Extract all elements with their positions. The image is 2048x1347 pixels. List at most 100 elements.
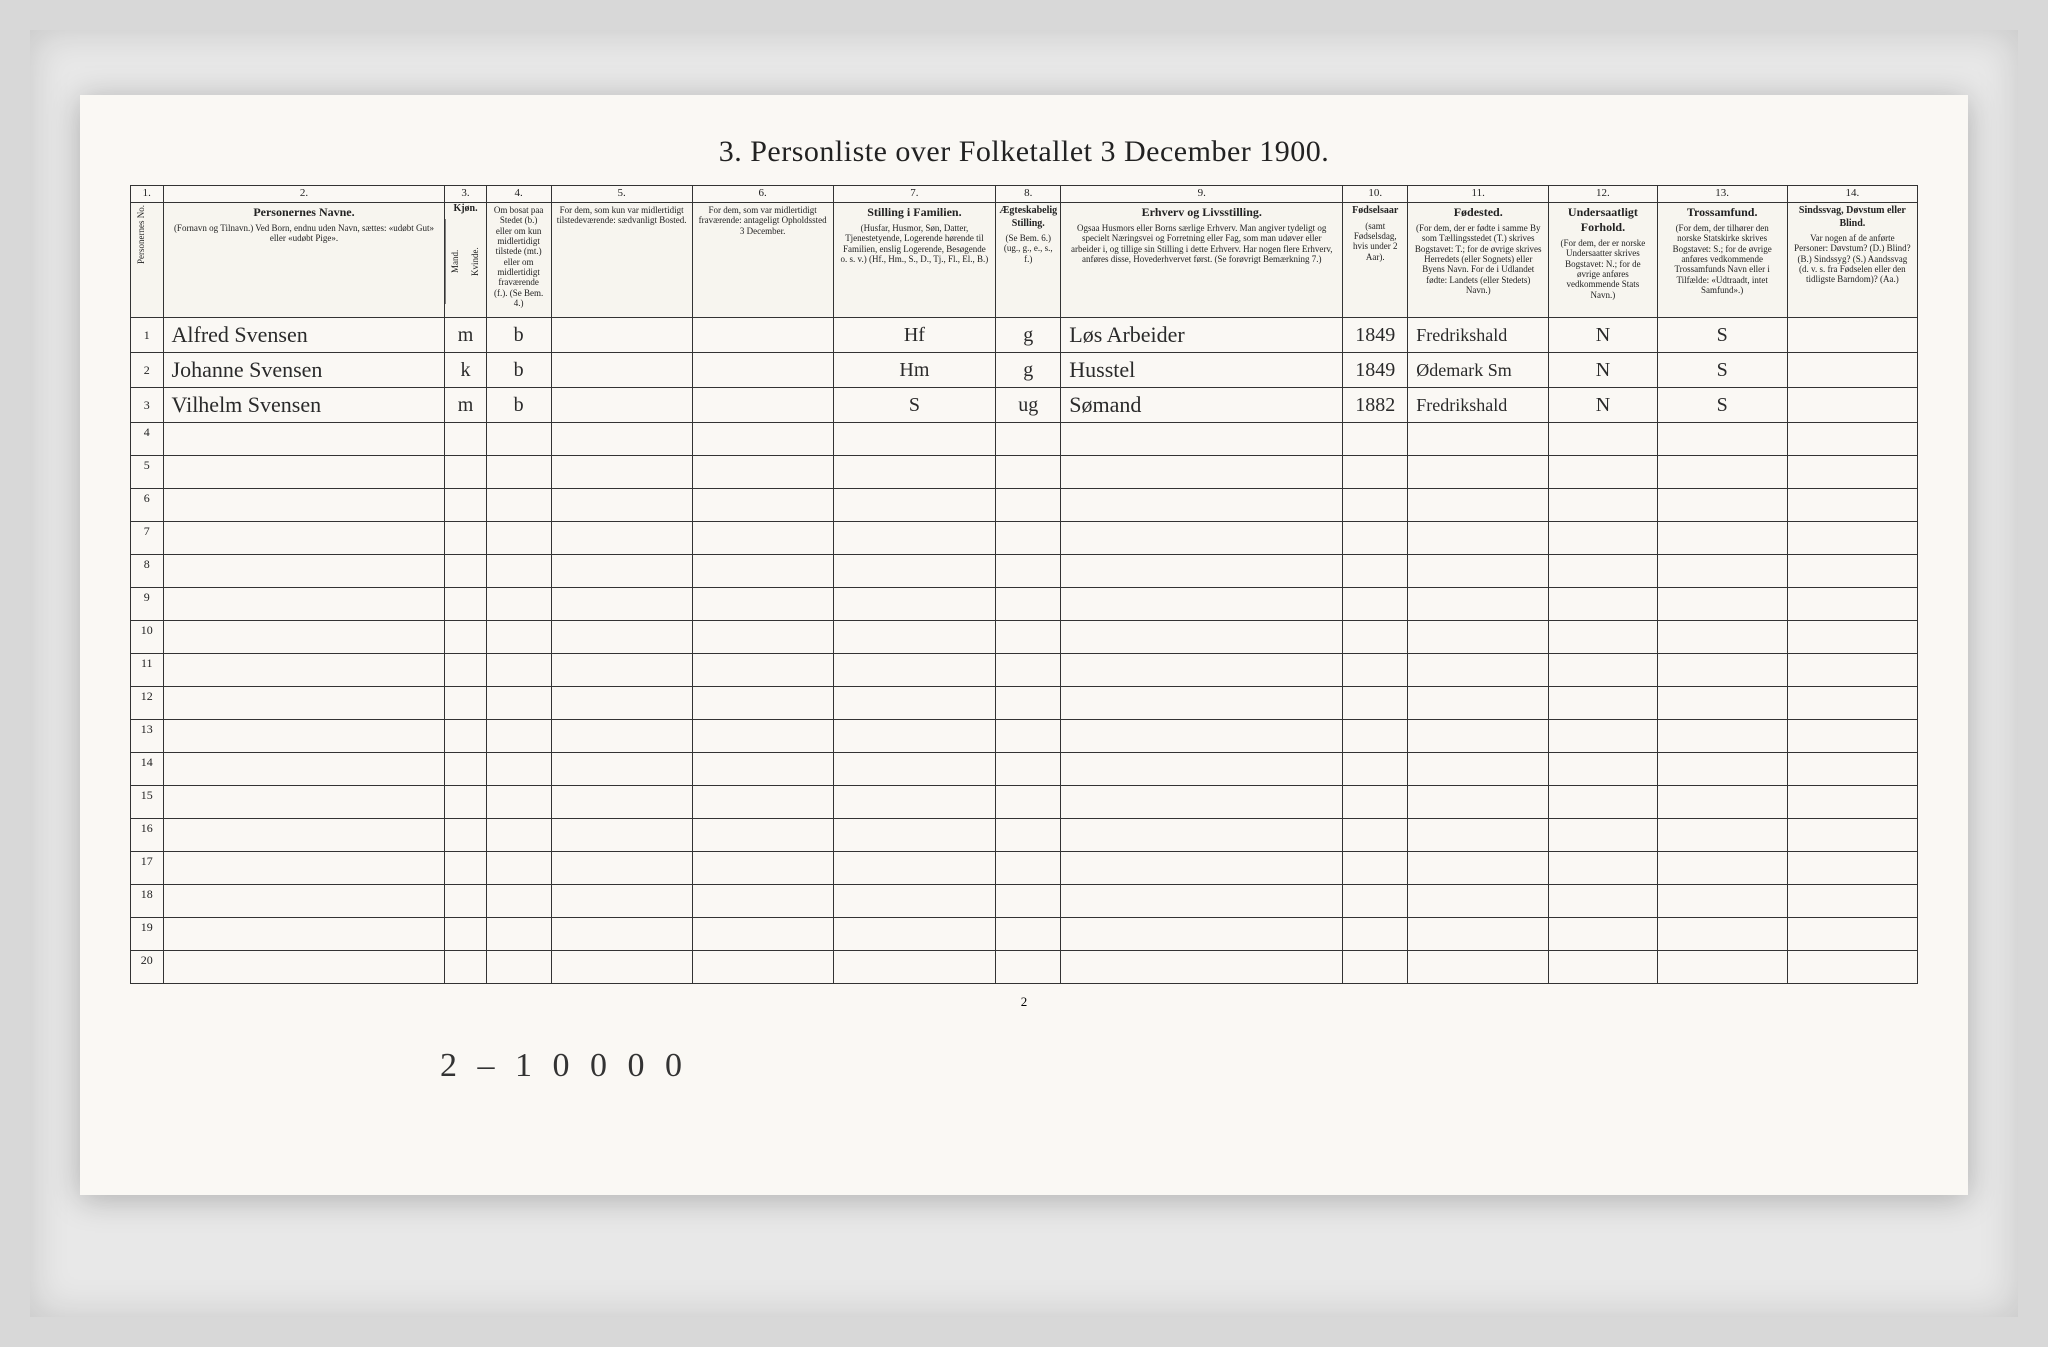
empty-cell (833, 852, 996, 885)
empty-cell (1657, 720, 1787, 753)
nationality: N (1549, 388, 1657, 423)
empty-cell (1787, 423, 1917, 456)
empty-cell (163, 885, 445, 918)
disability (1787, 388, 1917, 423)
col-header-sub: Om bosat paa Stedet (b.) eller om kun mi… (490, 205, 548, 308)
row-number: 2 (131, 353, 164, 388)
colnum-cell: 13. (1657, 186, 1787, 203)
empty-cell (1549, 489, 1657, 522)
empty-cell (1787, 885, 1917, 918)
empty-cell (445, 555, 486, 588)
row-number: 12 (131, 687, 164, 720)
empty-cell (996, 423, 1061, 456)
col-header: Trossamfund. (For dem, der tilhører den … (1657, 203, 1787, 318)
empty-cell (692, 951, 833, 984)
row-number: 11 (131, 654, 164, 687)
census-table-wrap: 1. 2. 3. 4. 5. 6. 7. 8. 9. 10. 11. 12. 1… (130, 185, 1918, 984)
empty-cell (1343, 489, 1408, 522)
empty-cell (1549, 522, 1657, 555)
table-row: 11 (131, 654, 1918, 687)
empty-cell (1061, 522, 1343, 555)
empty-cell (833, 753, 996, 786)
empty-cell (996, 753, 1061, 786)
empty-cell (163, 654, 445, 687)
empty-cell (1343, 885, 1408, 918)
empty-cell (833, 885, 996, 918)
empty-cell (1549, 885, 1657, 918)
col-header-sub: (For dem, der tilhører den norske Statsk… (1661, 223, 1784, 295)
col-header-sub: (For dem, der er norske Undersaatter skr… (1552, 238, 1653, 300)
family-position: S (833, 388, 996, 423)
empty-cell (1343, 687, 1408, 720)
empty-cell (1787, 786, 1917, 819)
empty-cell (163, 918, 445, 951)
family-position: Hf (833, 318, 996, 353)
col-header-main: Kjøn. (445, 203, 485, 216)
empty-cell (1061, 885, 1343, 918)
col-header-main: Stilling i Familien. (837, 205, 993, 220)
empty-cell (551, 588, 692, 621)
empty-cell (1408, 819, 1549, 852)
empty-cell (163, 951, 445, 984)
empty-cell (445, 720, 486, 753)
empty-cell (445, 918, 486, 951)
empty-cell (1549, 654, 1657, 687)
empty-cell (486, 852, 551, 885)
sex-male-label: Mand. (445, 219, 466, 304)
empty-cell (486, 918, 551, 951)
faith: S (1657, 318, 1787, 353)
empty-cell (163, 687, 445, 720)
empty-cell (445, 852, 486, 885)
empty-cell (1343, 555, 1408, 588)
empty-cell (1657, 753, 1787, 786)
scan-frame: 3. Personliste over Folketallet 3 Decemb… (30, 30, 2018, 1317)
col-header-sub: Ogsaa Husmors eller Borns særlige Erhver… (1064, 223, 1339, 264)
page-number: 2 (80, 994, 1968, 1010)
empty-cell (1061, 654, 1343, 687)
col-header-main: Sindssvag, Døvstum eller Blind. (1791, 205, 1914, 230)
empty-cell (1549, 687, 1657, 720)
marital-status: ug (996, 388, 1061, 423)
empty-cell (1343, 720, 1408, 753)
empty-cell (445, 621, 486, 654)
row-number: 17 (131, 852, 164, 885)
colnum-cell: 6. (692, 186, 833, 203)
empty-cell (1408, 456, 1549, 489)
empty-cell (1787, 819, 1917, 852)
empty-cell (1343, 456, 1408, 489)
faith: S (1657, 353, 1787, 388)
empty-cell (833, 720, 996, 753)
col-header: Kjøn. Mand. Kvinde. (445, 203, 486, 318)
empty-cell (996, 456, 1061, 489)
birth-year: 1849 (1343, 318, 1408, 353)
table-row: 9 (131, 588, 1918, 621)
table-row: 13 (131, 720, 1918, 753)
row-number: 15 (131, 786, 164, 819)
empty-cell (551, 786, 692, 819)
empty-cell (1549, 588, 1657, 621)
empty-cell (833, 918, 996, 951)
sex-female-label: Kvinde. (466, 219, 486, 304)
empty-cell (1343, 654, 1408, 687)
colnum-cell: 9. (1061, 186, 1343, 203)
empty-cell (1787, 654, 1917, 687)
empty-cell (1549, 918, 1657, 951)
empty-cell (996, 918, 1061, 951)
empty-cell (551, 621, 692, 654)
empty-cell (1657, 489, 1787, 522)
person-sex: m (445, 388, 486, 423)
person-name: Johanne Svensen (163, 353, 445, 388)
col-header-sub: For dem, som var midlertidigt fraværende… (696, 205, 830, 236)
empty-cell (1408, 918, 1549, 951)
table-row: 20 (131, 951, 1918, 984)
col-header: Ægteskabelig Stilling. (Se Bem. 6.) (ug.… (996, 203, 1061, 318)
empty-cell (1343, 753, 1408, 786)
empty-cell (163, 456, 445, 489)
empty-cell (486, 819, 551, 852)
occupation: Løs Arbeider (1061, 318, 1343, 353)
empty-cell (1787, 555, 1917, 588)
empty-cell (163, 852, 445, 885)
empty-cell (1657, 885, 1787, 918)
empty-cell (1408, 720, 1549, 753)
empty-cell (445, 786, 486, 819)
